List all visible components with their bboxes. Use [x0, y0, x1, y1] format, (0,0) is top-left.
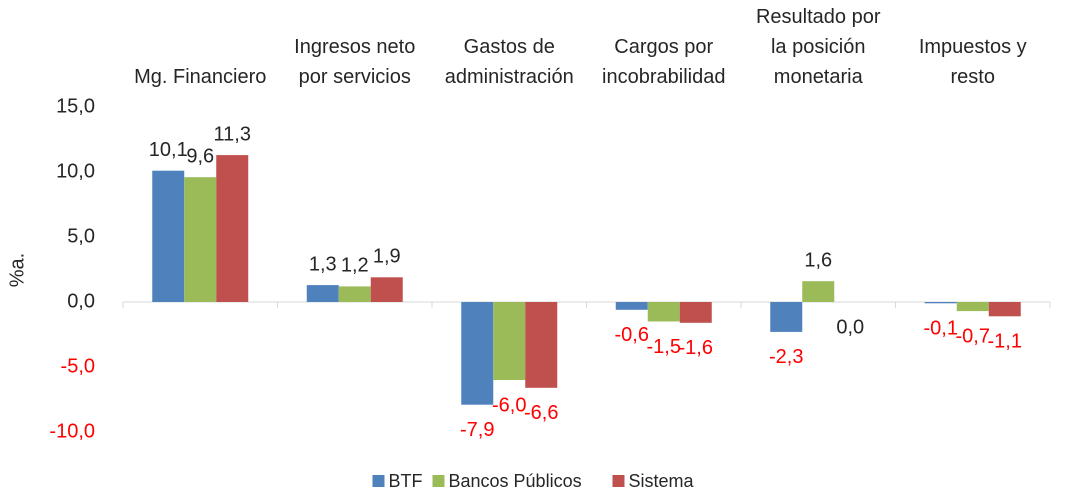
bar — [184, 177, 217, 302]
bar — [216, 155, 249, 302]
x-tick-label: Ingresos neto por servicios — [294, 36, 415, 88]
bar — [493, 302, 526, 380]
legend-label: Bancos Públicos — [449, 471, 582, 491]
bar — [525, 302, 558, 388]
bar — [802, 281, 835, 302]
data-label: -6,6 — [524, 402, 558, 424]
x-tick-label: Resultado por la posición monetaria — [756, 6, 881, 88]
y-tick-label: 10,0 — [56, 160, 95, 182]
bar — [370, 277, 403, 302]
bar — [770, 302, 803, 332]
legend-swatch — [372, 475, 385, 487]
y-axis-label: %a. — [6, 253, 28, 287]
x-tick-label: Impuestos y resto — [919, 36, 1027, 88]
y-tick-label: 0,0 — [67, 290, 95, 312]
y-tick-label: -10,0 — [49, 420, 95, 442]
bar — [461, 302, 494, 405]
data-label: -0,7 — [956, 325, 990, 347]
bar — [338, 286, 371, 302]
data-label: 9,6 — [186, 145, 214, 167]
legend-label: Sistema — [629, 471, 695, 491]
data-label: 1,2 — [341, 255, 369, 277]
data-label: -0,6 — [615, 324, 649, 346]
data-label: -1,6 — [679, 337, 713, 359]
data-label: -7,9 — [460, 419, 494, 441]
data-label: -1,1 — [988, 331, 1022, 353]
bar — [679, 302, 712, 323]
data-label: -1,5 — [647, 336, 681, 358]
data-label: -2,3 — [769, 346, 803, 368]
bar — [988, 302, 1021, 317]
bar — [615, 302, 648, 310]
x-tick-label: Cargos por incobrabilidad — [602, 36, 725, 88]
bar — [306, 285, 339, 302]
data-label: 1,9 — [373, 246, 401, 268]
data-label: 0,0 — [836, 316, 864, 338]
x-tick-label: Gastos de administración — [445, 36, 574, 88]
bar — [956, 302, 989, 312]
bar — [152, 170, 185, 302]
legend-swatch — [432, 475, 445, 487]
y-tick-label: -5,0 — [61, 355, 95, 377]
bar — [924, 302, 957, 304]
legend: BTF Bancos Públicos Sistema — [372, 471, 695, 491]
y-tick-label: 5,0 — [67, 225, 95, 247]
data-label: -6,0 — [492, 394, 526, 416]
data-label: 1,3 — [309, 253, 337, 275]
x-tick-label: Mg. Financiero — [134, 66, 266, 88]
data-label: 10,1 — [149, 139, 188, 161]
data-label: -0,1 — [924, 318, 958, 340]
legend-label: BTF — [389, 471, 423, 491]
bar — [647, 302, 680, 322]
legend-swatch — [612, 475, 625, 487]
y-tick-label: 15,0 — [56, 95, 95, 117]
data-label: 11,3 — [214, 123, 251, 145]
data-label: 1,6 — [804, 249, 832, 271]
